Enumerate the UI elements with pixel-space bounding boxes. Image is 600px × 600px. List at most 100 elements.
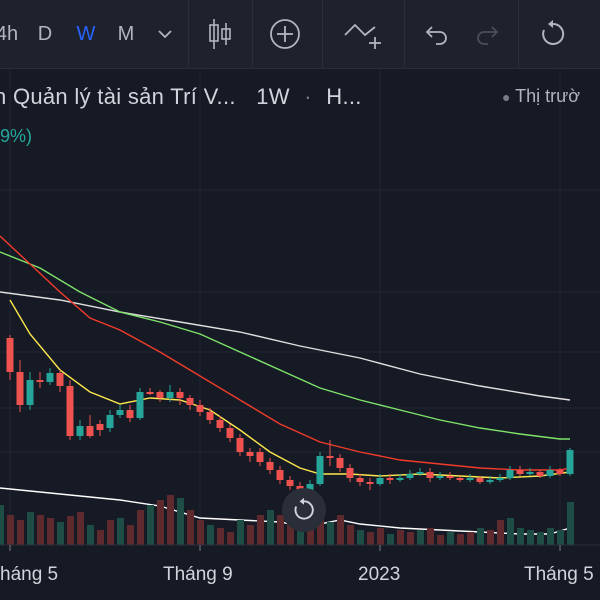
volume-bar (487, 530, 494, 545)
candle-body (226, 428, 234, 438)
x-tick-label: háng 5 (0, 564, 58, 585)
candle-body (216, 420, 224, 428)
volume-bar (467, 532, 474, 545)
volume-bar (7, 515, 14, 545)
symbol-name-text: n Quản lý tài sản Trí V... (0, 84, 236, 109)
volume-bar (327, 522, 334, 545)
candle-body (86, 426, 94, 436)
volume-bar (427, 528, 434, 545)
volume-bar (287, 520, 294, 545)
candle-body (376, 478, 384, 484)
candles (6, 335, 574, 494)
volume-bar (447, 532, 454, 545)
candle-body (106, 415, 114, 428)
candle-body (136, 392, 144, 418)
candle-body (506, 470, 514, 478)
volume-bar (367, 532, 374, 545)
volume-bar (177, 498, 184, 545)
plus-circle-icon[interactable] (262, 0, 308, 68)
candle-body (556, 470, 564, 474)
candle-body (206, 412, 214, 420)
volume-bar (147, 505, 154, 545)
candle-body (236, 438, 244, 452)
volume-bar (397, 530, 404, 545)
candle-body (466, 478, 474, 480)
volume-bar (407, 532, 414, 545)
volume-bar (497, 520, 504, 545)
refresh-icon (294, 497, 314, 520)
candle-body (166, 392, 174, 398)
candle-body (436, 476, 444, 478)
volume-bar (167, 495, 174, 545)
symbol-header: n Quản lý tài sản Trí V... 1W · H... ● T… (0, 84, 600, 114)
volume-bar (357, 530, 364, 545)
volume-bar (57, 522, 64, 545)
chevron-down-icon[interactable] (150, 0, 180, 68)
volume-bar (187, 510, 194, 545)
candle-body (566, 450, 574, 474)
symbol-interval: 1W (256, 84, 290, 109)
volume-bar (437, 535, 444, 545)
candle-body (276, 470, 284, 480)
volume-bar (527, 530, 534, 545)
volume-bar (257, 515, 264, 545)
volume-bar (547, 528, 554, 545)
volume-bar (297, 524, 304, 545)
volume-bar (507, 518, 514, 545)
candle-body (336, 458, 344, 468)
x-tick-label: Tháng 9 (163, 564, 233, 585)
reset-chart-button[interactable] (282, 488, 326, 532)
volume-bar (197, 520, 204, 545)
volume-bar (477, 528, 484, 545)
candle-body (246, 452, 254, 456)
x-tick-label: 2023 (358, 564, 400, 585)
candle-body (536, 472, 544, 476)
volume-bar (347, 525, 354, 545)
candle-body (16, 372, 24, 405)
candle-body (396, 478, 404, 480)
volume-bar (47, 518, 54, 545)
undo-icon[interactable] (420, 0, 454, 68)
interval-m[interactable]: M (117, 22, 135, 45)
candle-body (186, 398, 194, 405)
candle-body (446, 476, 454, 478)
refresh-icon[interactable] (534, 0, 572, 68)
candle-body (286, 480, 294, 486)
volume-bar (0, 505, 4, 545)
candle-body (196, 405, 204, 412)
candle-body (36, 380, 44, 382)
market-status[interactable]: ● Thị trườ (502, 86, 580, 107)
volume-bar (87, 525, 94, 545)
candle-body (306, 484, 314, 490)
volume-bar (127, 525, 134, 545)
symbol-separator: · (304, 84, 312, 109)
volume-bar (97, 530, 104, 545)
volume-bar (417, 530, 424, 545)
candle-body (356, 478, 364, 482)
volume-bar (337, 515, 344, 545)
interval-d[interactable]: D (37, 22, 53, 45)
symbol-title[interactable]: n Quản lý tài sản Trí V... 1W · H... (0, 84, 362, 110)
candle-body (496, 478, 504, 480)
ma-line-yellow (9, 299, 571, 479)
volume-bar (227, 532, 234, 545)
ma-line-green (0, 251, 570, 440)
candlestick-icon[interactable] (198, 0, 242, 68)
candle-body (26, 380, 34, 405)
redo-icon[interactable] (470, 0, 504, 68)
ma-line-red (0, 235, 571, 471)
volume-bar (237, 520, 244, 545)
volume-bar (377, 528, 384, 545)
interval-w[interactable]: W (76, 22, 96, 45)
candle-body (56, 373, 64, 386)
volume-bar (77, 512, 84, 545)
indicator-icon[interactable] (336, 0, 390, 68)
interval-4h[interactable]: 4h (0, 22, 19, 45)
volume-bar (137, 510, 144, 545)
candle-body (516, 470, 524, 474)
volume-bar (387, 534, 394, 545)
candle-body (146, 392, 154, 394)
candle-body (316, 456, 324, 484)
candle-body (96, 424, 104, 430)
